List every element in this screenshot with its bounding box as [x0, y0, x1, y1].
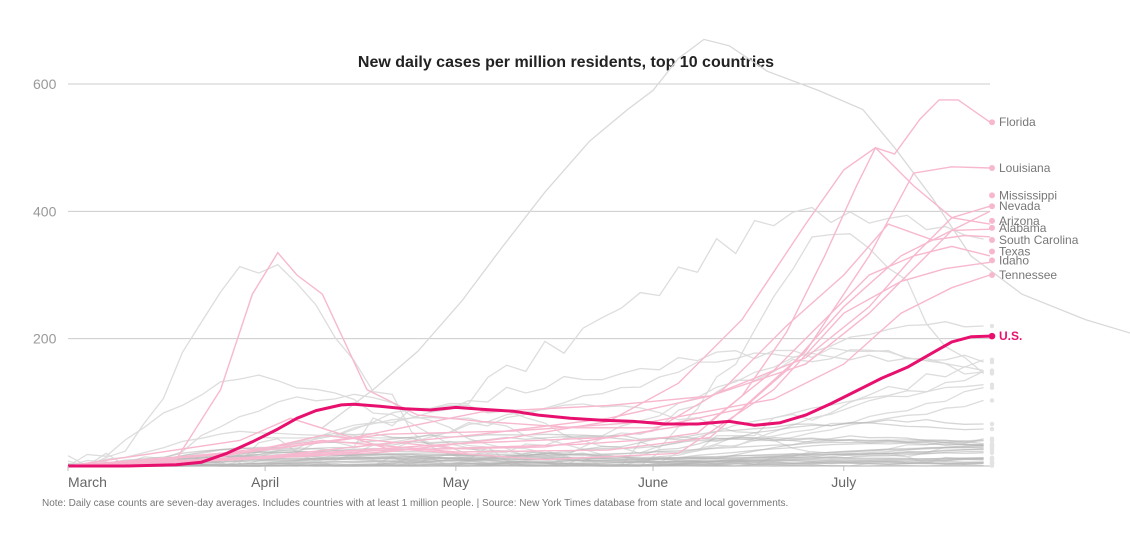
background-line [321, 38, 1130, 429]
end-dot-nevada [989, 203, 995, 210]
end-label-florida: Florida [999, 115, 1036, 129]
end-label-tennessee: Tennessee [999, 268, 1057, 282]
background-line [67, 206, 984, 467]
end-dot-idaho [989, 257, 995, 264]
y-axis-ticks: 200 400 600 [33, 76, 57, 347]
background-end-dot [989, 369, 995, 375]
end-label-idaho: Idaho [999, 253, 1029, 267]
end-dot-mississippi [989, 192, 995, 199]
series-line-nevada [67, 210, 991, 467]
x-tick-may: May [443, 474, 469, 490]
end-label-arizona: Arizona [999, 214, 1040, 228]
end-dot-tennessee [989, 272, 995, 278]
series-line-mississippi [67, 205, 991, 467]
end-dot-texas [989, 248, 995, 255]
x-tick-march: March [68, 474, 107, 490]
x-tick-july: July [831, 474, 856, 490]
end-dot-alabama [989, 224, 995, 231]
x-axis-ticks: March April May June July [67, 466, 856, 490]
series-line-arizona [67, 146, 991, 467]
background-end-dot [989, 385, 995, 390]
end-dot-arizona [989, 217, 995, 224]
chart-title: New daily cases per million residents, t… [358, 54, 774, 71]
grid-lines [68, 83, 990, 467]
end-label-mississippi: Mississippi [999, 188, 1057, 202]
background-line [67, 399, 984, 465]
y-tick-400: 400 [33, 203, 57, 219]
background-end-dot [989, 357, 995, 363]
x-tick-june: June [638, 474, 669, 490]
background-end-dot [989, 447, 995, 452]
end-dot-u-s- [988, 332, 996, 340]
background-end-dot [989, 398, 995, 403]
background-end-dot [989, 443, 995, 449]
series-line-alabama [67, 228, 991, 467]
y-tick-200: 200 [33, 331, 57, 347]
y-tick-600: 600 [33, 76, 57, 92]
series-line-florida [67, 99, 991, 467]
end-labels: Florida Louisiana MississippiNevadaArizona… [999, 115, 1079, 343]
end-label-texas: Texas [999, 244, 1030, 258]
end-label-alabama: Alabama [999, 221, 1047, 235]
x-tick-april: April [251, 474, 279, 490]
end-dots [988, 119, 996, 340]
background-end-dot [989, 437, 995, 443]
end-label-south-carolina: South Carolina [999, 233, 1079, 247]
background-end-dot [989, 456, 995, 461]
series-line-us [68, 334, 991, 468]
background-series [67, 38, 1130, 468]
source-note: Note: Daily case counts are seven-day av… [42, 498, 789, 509]
series-line-south-carolina [67, 223, 991, 467]
series-line-texas [67, 245, 991, 467]
end-label-u-s-: U.S. [999, 329, 1022, 343]
end-dot-louisiana [989, 165, 995, 172]
end-dot-south-carolina [989, 236, 995, 243]
state-series [67, 99, 991, 467]
background-end-dot [989, 421, 995, 427]
end-dot-florida [989, 119, 995, 126]
end-label-nevada: Nevada [999, 199, 1041, 213]
end-label-louisiana: Louisiana [999, 161, 1051, 175]
us-series [68, 334, 991, 468]
series-line-tennessee [67, 274, 991, 467]
series-line-idaho [67, 261, 991, 467]
background-line [68, 435, 984, 467]
background-end-dot [989, 323, 995, 329]
background-end-dot [989, 426, 995, 432]
background-end-dot [989, 461, 995, 466]
